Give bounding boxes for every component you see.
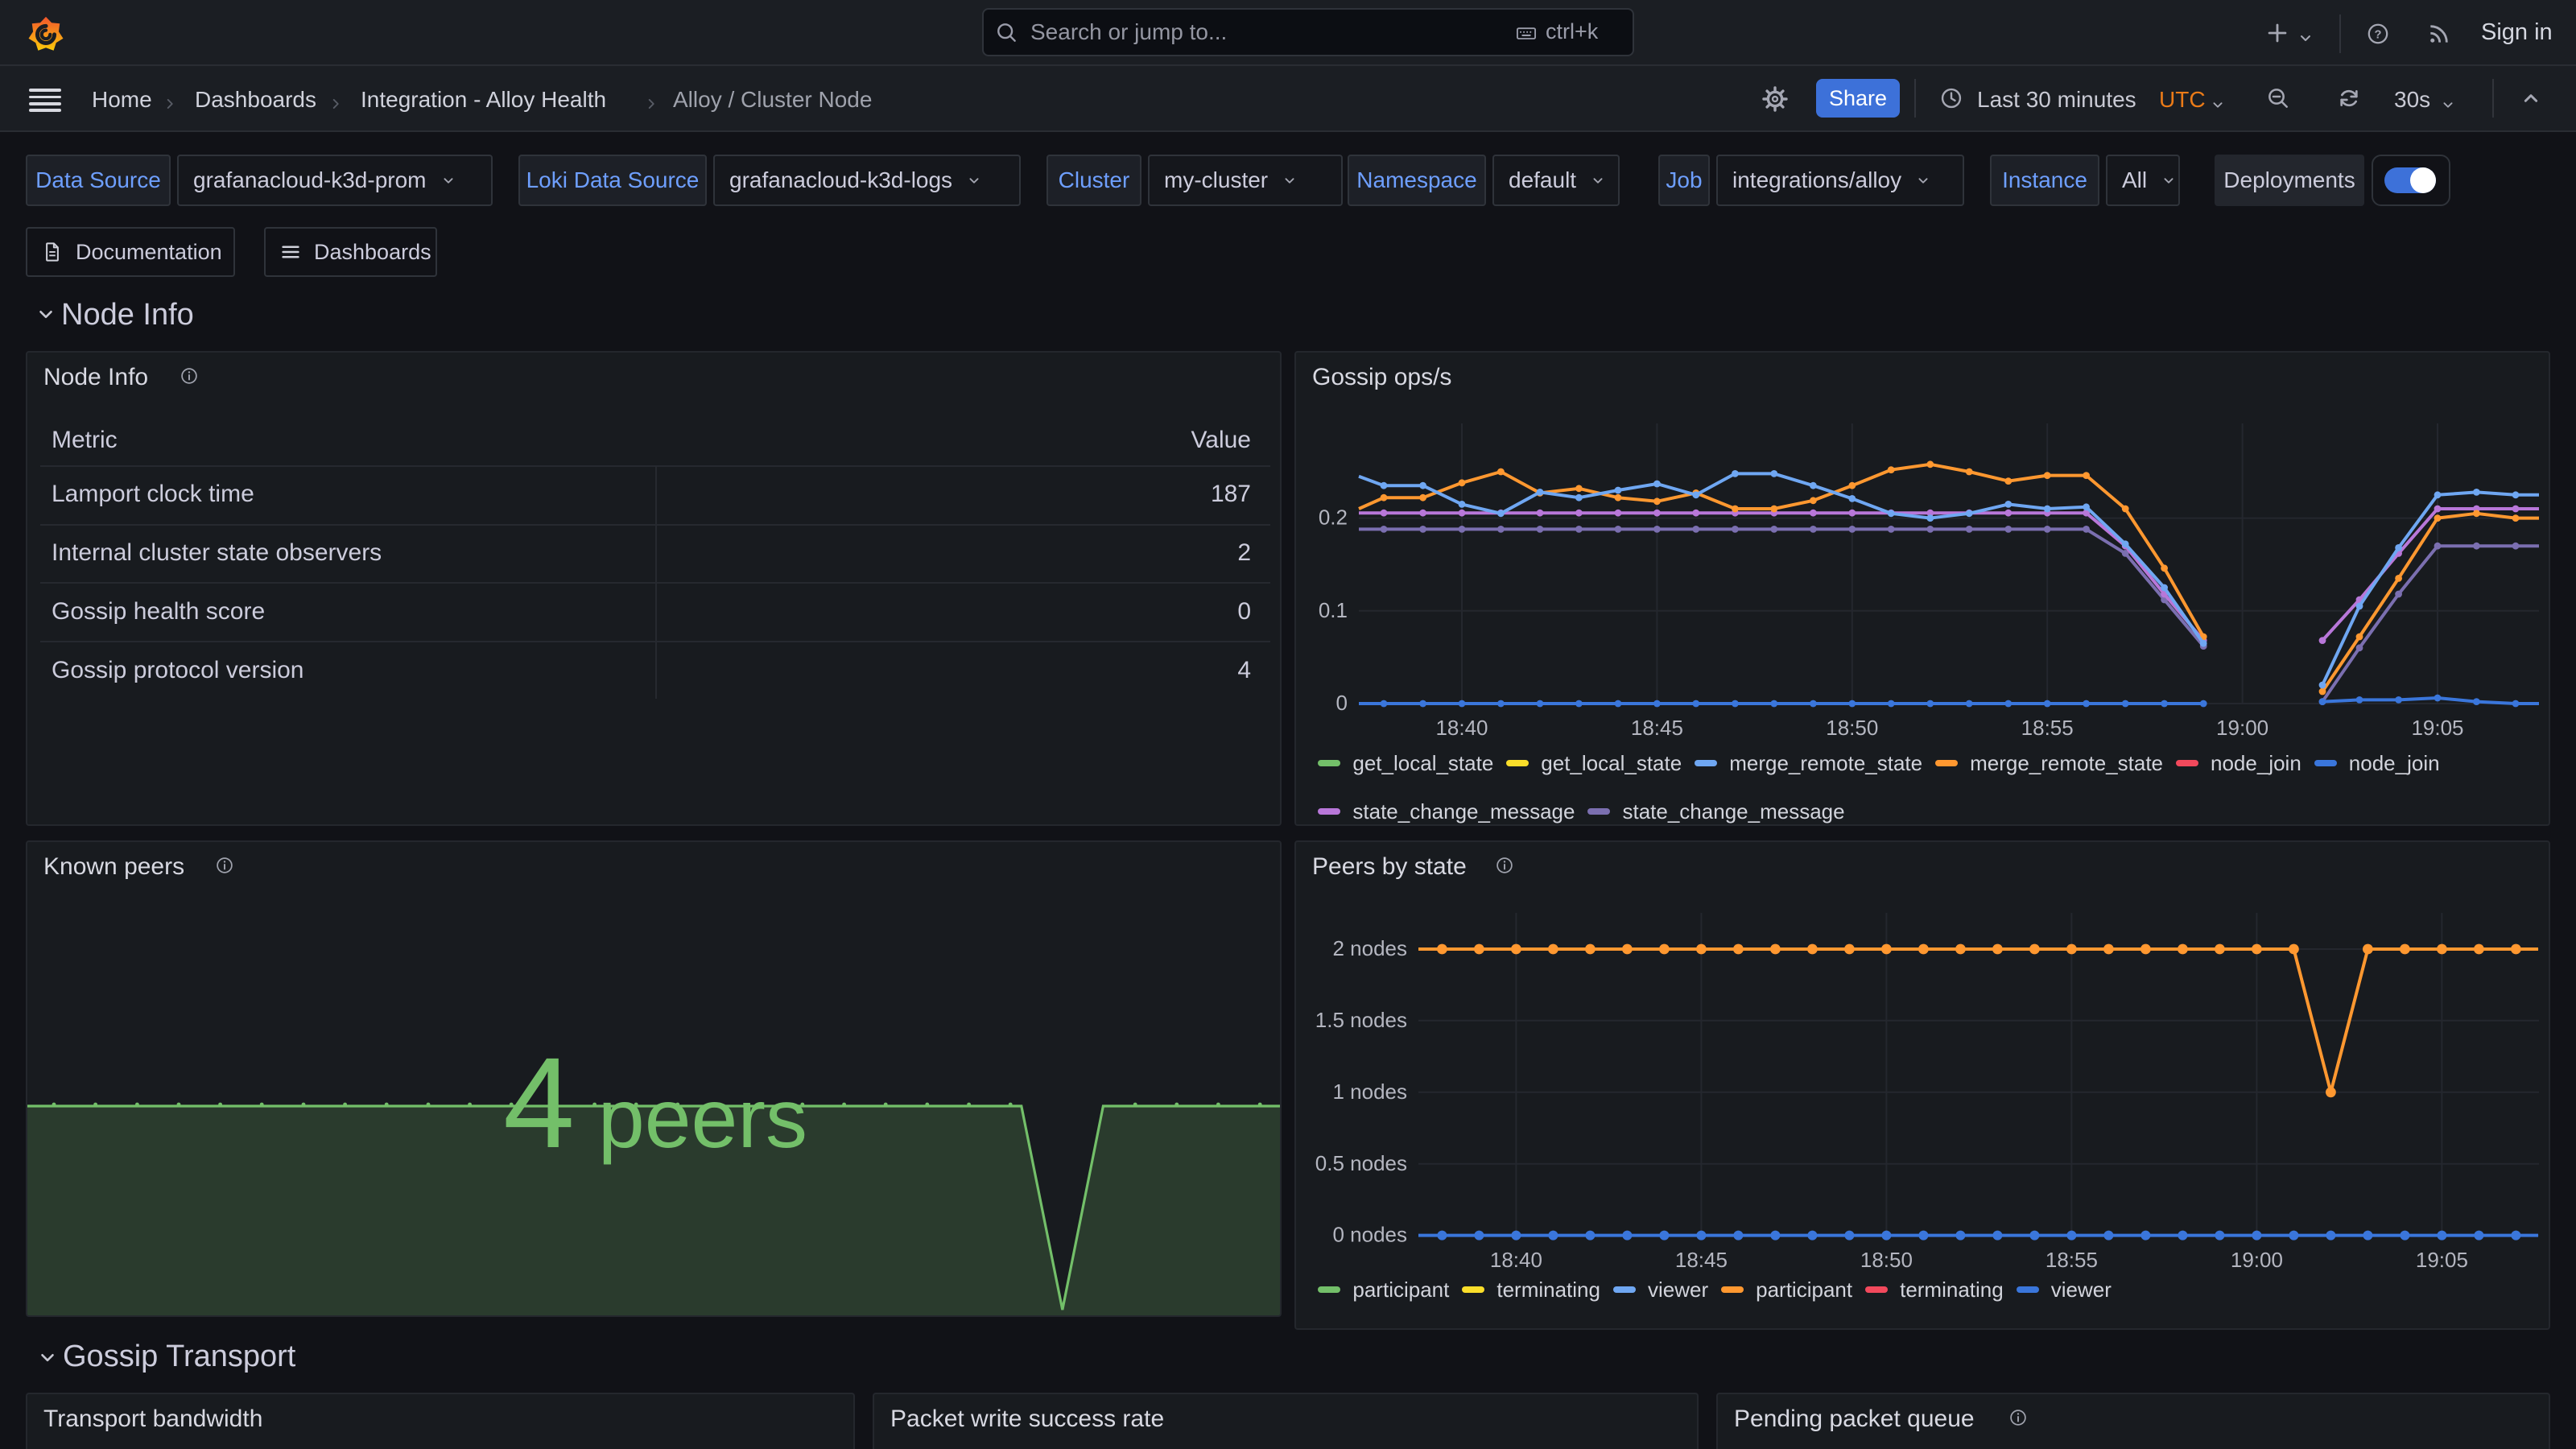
- svg-text:18:55: 18:55: [2021, 716, 2074, 740]
- svg-text:0.5 nodes: 0.5 nodes: [1315, 1151, 1407, 1175]
- svg-text:1 nodes: 1 nodes: [1332, 1080, 1407, 1104]
- svg-text:0.1: 0.1: [1319, 598, 1348, 622]
- svg-text:18:45: 18:45: [1631, 716, 1683, 740]
- svg-text:0 nodes: 0 nodes: [1332, 1223, 1407, 1247]
- svg-text:?: ?: [2375, 28, 2382, 41]
- svg-text:18:45: 18:45: [1675, 1248, 1728, 1270]
- svg-text:18:40: 18:40: [1435, 716, 1488, 740]
- svg-text:19:05: 19:05: [2411, 716, 2463, 740]
- svg-text:18:50: 18:50: [1860, 1248, 1913, 1270]
- svg-text:18:40: 18:40: [1490, 1248, 1542, 1270]
- svg-text:1.5 nodes: 1.5 nodes: [1315, 1008, 1407, 1032]
- svg-text:2 nodes: 2 nodes: [1332, 936, 1407, 960]
- svg-text:0.2: 0.2: [1319, 506, 1348, 530]
- svg-text:18:50: 18:50: [1826, 716, 1878, 740]
- svg-text:19:05: 19:05: [2416, 1248, 2468, 1270]
- svg-text:19:00: 19:00: [2216, 716, 2268, 740]
- svg-text:19:00: 19:00: [2231, 1248, 2283, 1270]
- svg-text:0: 0: [1336, 691, 1348, 715]
- svg-text:18:55: 18:55: [2046, 1248, 2098, 1270]
